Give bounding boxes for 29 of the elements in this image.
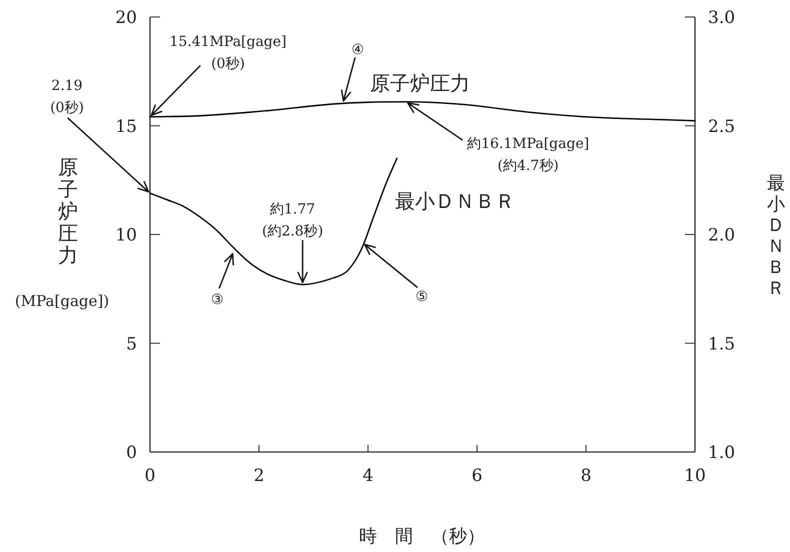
annotation: ⑤ bbox=[416, 289, 429, 306]
annotation: 約16.1MPa[gage] (約4.7秒) bbox=[467, 136, 590, 174]
annotation: 15.41MPa[gage] (0秒) bbox=[169, 34, 287, 72]
y-tick-label: 15 bbox=[115, 116, 137, 137]
y-tick-label: 5 bbox=[126, 334, 137, 354]
series-label: 原子炉圧力 bbox=[370, 71, 470, 95]
y2-tick-label: 1.0 bbox=[708, 443, 736, 463]
x-tick-label: 4 bbox=[362, 466, 374, 486]
annotation: ④ bbox=[351, 42, 364, 58]
y2-axis-title: 最小ＤＮＢＲ bbox=[767, 173, 785, 299]
text: 原子炉圧力 (MPa[gage]) bbox=[14, 155, 110, 310]
x-tick-label: 2 bbox=[254, 466, 264, 486]
y2-tick-label: 2.0 bbox=[708, 226, 736, 246]
y2-tick-label: 3.0 bbox=[708, 8, 736, 28]
annotation: ③ bbox=[210, 292, 224, 308]
x-tick-label: 8 bbox=[580, 466, 592, 486]
series-label: 最小ＤＮＢＲ bbox=[395, 189, 515, 213]
y-tick-label: 10 bbox=[115, 226, 137, 246]
x-tick-label: 0 bbox=[144, 466, 156, 486]
y2-tick-label: 2.5 bbox=[708, 116, 736, 137]
y-tick-label: 20 bbox=[115, 8, 137, 28]
line-series bbox=[149, 101, 696, 122]
x-axis-title: 時 間 （秒） bbox=[359, 526, 485, 547]
x-tick-label: 10 bbox=[684, 466, 706, 486]
y-tick-label: 0 bbox=[126, 443, 137, 463]
y2-tick-label: 1.5 bbox=[708, 334, 736, 354]
annotation: 約1.77 (約2.8秒) bbox=[262, 202, 324, 240]
x-tick-label: 6 bbox=[472, 466, 482, 486]
annotation: 2.19 (0秒) bbox=[50, 78, 84, 116]
